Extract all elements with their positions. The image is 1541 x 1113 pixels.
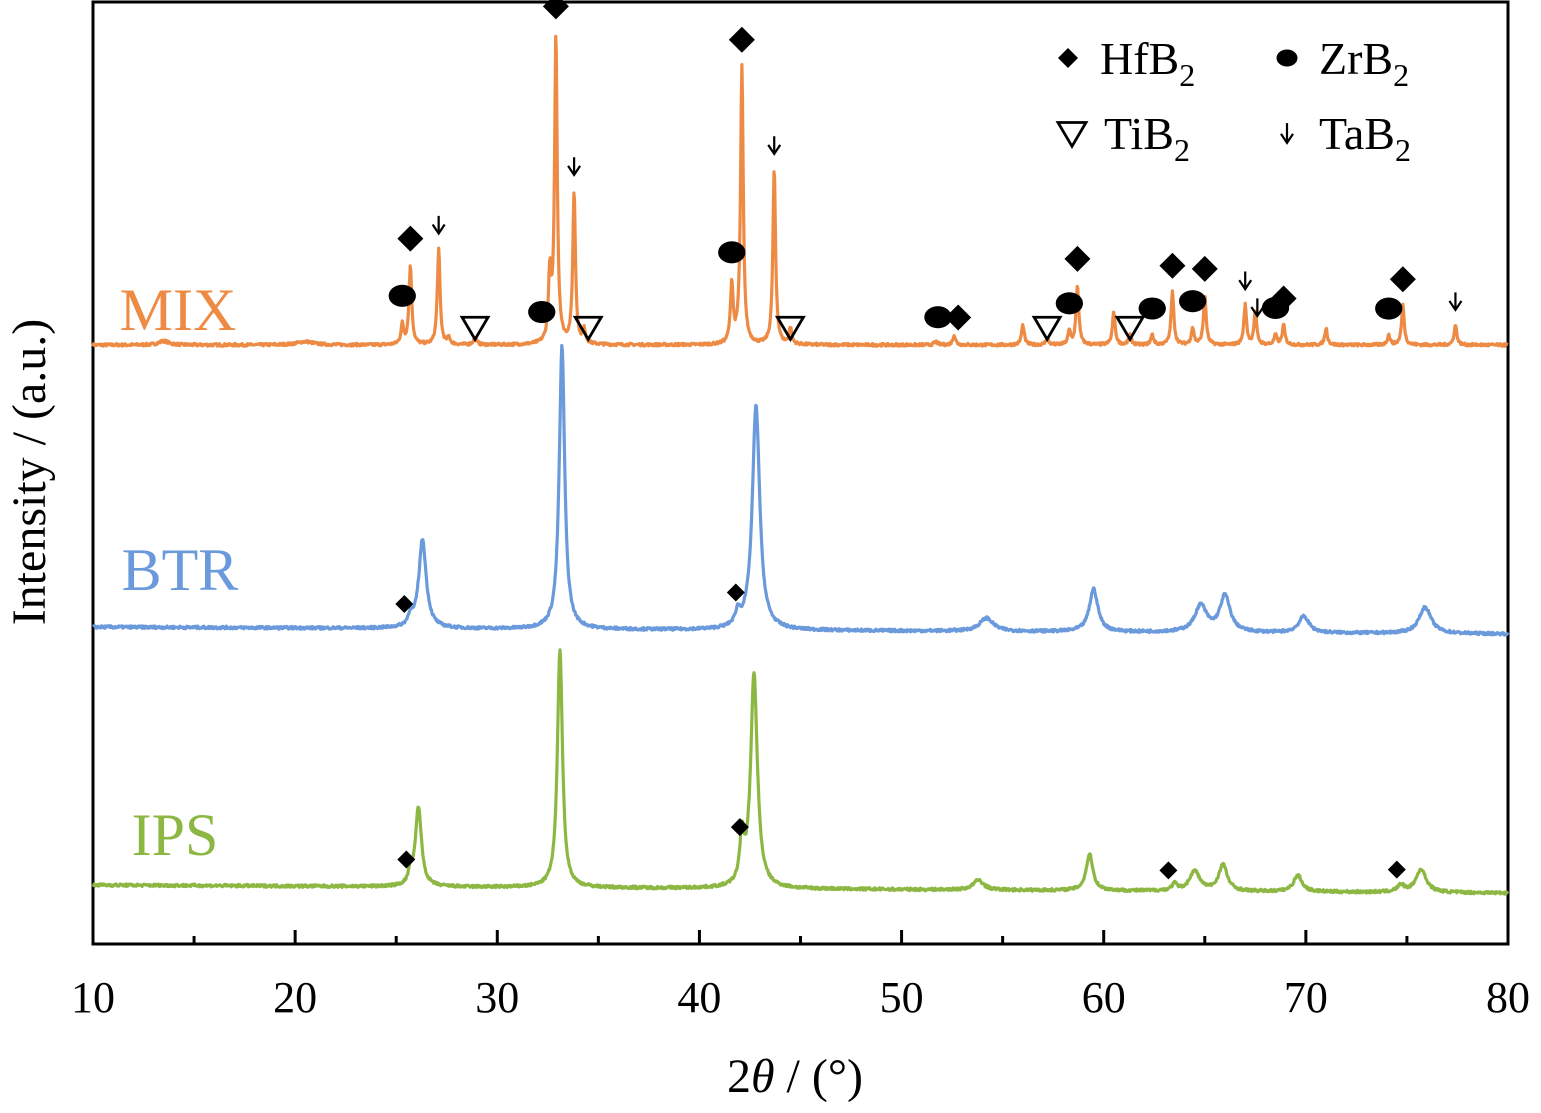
marker-diamond-hfb2 [730,818,749,837]
x-tick-label: 60 [1082,973,1126,1022]
marker-circle-zrb2 [1138,297,1166,320]
legend-circle-icon [1276,49,1298,67]
marker-diamond-hfb2 [397,850,416,869]
marker-arrow-down-tab2 [1250,298,1265,318]
legend-label-zrb: ZrB2 [1319,33,1409,93]
marker-triangle-down-tib2 [1031,315,1063,343]
legend-label-tab: TaB2 [1319,108,1411,168]
series-line-ips [91,648,1510,896]
marker-diamond-hfb2 [1064,245,1091,272]
x-axis-tick-labels: 10 20 30 40 50 60 70 80 [71,973,1530,1022]
x-axis-title-suffix: / (°) [775,1050,864,1103]
marker-diamond-hfb2 [726,583,745,602]
marker-arrow-down-tab2 [431,215,446,236]
x-tick-label: 10 [71,973,115,1022]
marker-diamond-hfb2 [1387,860,1406,879]
marker-diamond-hfb2 [1389,266,1416,293]
marker-triangle-down-tib2 [1114,315,1146,343]
series-label-ips: IPS [132,802,219,868]
series-label-mix: MIX [120,277,237,343]
legend-arrow-down-icon [1280,123,1294,145]
marker-circle-zrb2 [388,284,416,307]
marker-diamond-hfb2 [395,594,414,613]
marker-diamond-hfb2 [542,0,569,20]
series-line-btr [91,343,1510,637]
marker-arrow-down-tab2 [767,136,782,156]
legend-diamond-icon [1058,48,1078,68]
marker-circle-zrb2 [1055,292,1083,315]
series-label-btr: BTR [122,537,239,603]
marker-circle-zrb2 [1261,296,1290,319]
legend-label-subscript: 2 [1393,57,1409,93]
marker-circle-zrb2 [718,241,746,264]
x-tick-label: 80 [1486,973,1530,1022]
x-axis-title-prefix: 2 [727,1050,751,1103]
legend-label-subscript: 2 [1395,132,1411,168]
x-axis-title-theta: θ [751,1050,775,1103]
legend-label-hfb: HfB2 [1100,33,1195,93]
marker-circle-zrb2 [1179,290,1207,313]
x-axis-title: 2θ / (°) [727,1050,863,1103]
marker-circle-zrb2 [1375,297,1403,320]
marker-arrow-down-tab2 [1238,271,1253,292]
legend-label-tib: TiB2 [1104,108,1190,168]
marker-circle-zrb2 [528,300,556,324]
marker-arrow-down-tab2 [567,157,582,177]
marker-diamond-hfb2 [1191,255,1218,282]
phase-markers [388,0,1463,880]
marker-diamond-hfb2 [1159,252,1186,279]
x-tick-label: 20 [273,973,317,1022]
plot-frame [91,0,1510,946]
legend-label-main: TaB [1319,108,1395,159]
marker-triangle-down-tib2 [459,315,491,343]
legend-label-main: TiB [1104,108,1174,159]
series-line-mix [91,34,1509,348]
marker-diamond-hfb2 [397,225,424,252]
marker-diamond-hfb2 [1159,861,1178,880]
x-tick-label: 30 [475,973,519,1022]
x-tick-label: 40 [677,973,721,1022]
legend-triangle-down-icon [1055,121,1089,150]
marker-circle-zrb2 [924,306,952,329]
legend-label-subscript: 2 [1179,57,1195,93]
series-labels: MIX BTR IPS [120,277,239,868]
legend-label-subscript: 2 [1174,132,1190,168]
y-axis-title: Intensity / (a.u.) [3,319,56,626]
legend-label-main: HfB [1100,33,1179,84]
series-curves [91,34,1510,896]
marker-arrow-down-tab2 [1448,292,1463,312]
marker-diamond-hfb2 [728,26,755,53]
marker-diamond-hfb2 [945,304,972,331]
marker-triangle-down-tib2 [774,315,806,343]
x-tick-label: 50 [880,973,924,1022]
marker-triangle-down-tib2 [572,315,604,343]
x-axis-ticks [91,930,1510,944]
legend-label-main: ZrB [1319,33,1393,84]
x-tick-label: 70 [1284,973,1328,1022]
